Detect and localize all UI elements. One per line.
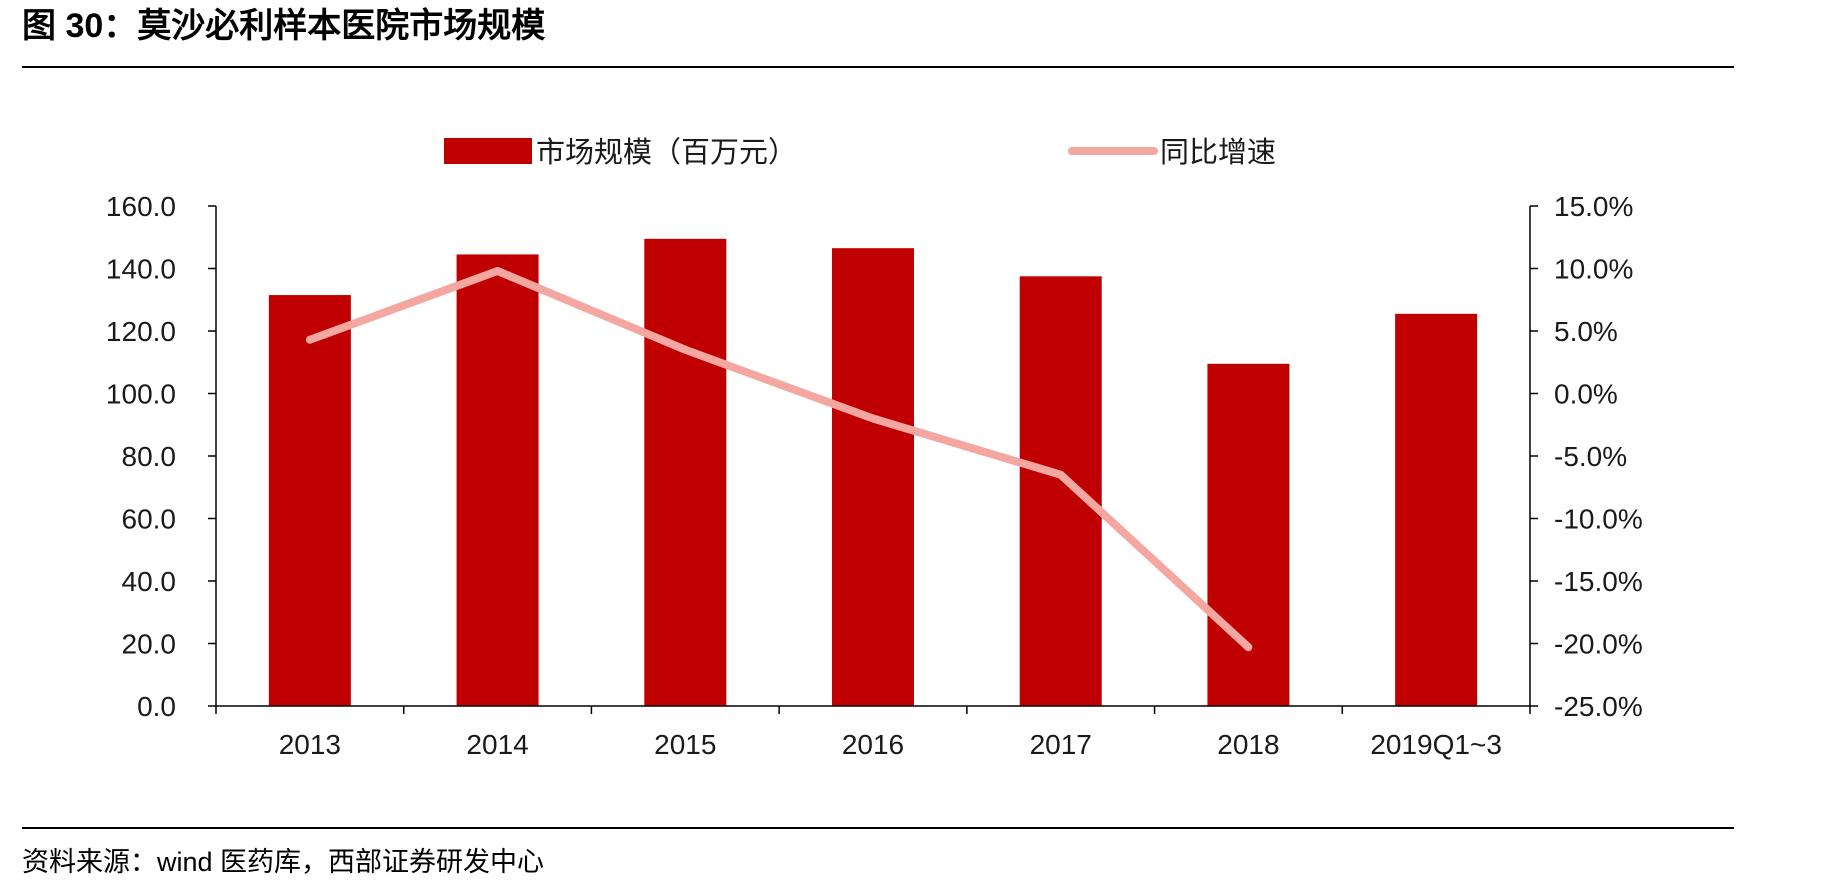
right-tick-label: -5.0% xyxy=(1554,441,1627,472)
footer-divider xyxy=(22,827,1734,829)
right-tick-label: -20.0% xyxy=(1554,629,1643,660)
yoy-growth-line xyxy=(305,267,1253,652)
x-tick-label: 2014 xyxy=(466,729,528,760)
bar-2017 xyxy=(1019,276,1102,706)
legend-label-line: 同比增速 xyxy=(1160,136,1276,169)
right-tick-label: 5.0% xyxy=(1554,316,1618,347)
line-point-2018 xyxy=(1247,646,1249,648)
right-tick-label: -10.0% xyxy=(1554,504,1643,535)
left-axis-tick-labels: 0.0 20.0 40.0 60.0 80.0 100.0 120.0 140.0 160.0 xyxy=(106,191,176,722)
bar-2019Q1~3 xyxy=(1395,313,1478,706)
bar-2018 xyxy=(1207,363,1290,706)
line-point-2016 xyxy=(872,418,874,419)
x-tick-label: 2016 xyxy=(842,729,904,760)
line-point-2015 xyxy=(684,349,686,351)
right-tick-label: 15.0% xyxy=(1554,191,1633,222)
right-tick-label: -15.0% xyxy=(1554,566,1643,597)
left-tick-label: 140.0 xyxy=(106,254,176,285)
left-tick-label: 60.0 xyxy=(122,504,177,535)
left-tick-label: 120.0 xyxy=(106,316,176,347)
right-tick-label: 10.0% xyxy=(1554,254,1633,285)
x-tick-label: 2019Q1~3 xyxy=(1370,729,1502,760)
right-axis-tick-labels: -25.0% -20.0% -15.0% -10.0% -5.0% 0.0% 5.0% 10.… xyxy=(1554,191,1643,722)
left-tick-label: 80.0 xyxy=(122,441,177,472)
x-axis-tick-labels: 2013 2014 2015 2016 2017 2018 2019Q1~3 xyxy=(279,729,1502,760)
bar-2014 xyxy=(456,254,539,706)
left-tick-label: 0.0 xyxy=(137,691,176,722)
left-tick-label: 160.0 xyxy=(106,191,176,222)
line-point-2013 xyxy=(309,339,311,341)
right-tick-label: -25.0% xyxy=(1554,691,1643,722)
bar-series-market-size xyxy=(268,238,1478,706)
legend-swatch-bar xyxy=(444,138,532,164)
left-tick-label: 100.0 xyxy=(106,379,176,410)
x-tick-label: 2013 xyxy=(279,729,341,760)
x-tick-label: 2017 xyxy=(1030,729,1092,760)
x-tick-label: 2015 xyxy=(654,729,716,760)
bar-2016 xyxy=(832,248,914,706)
bar-2013 xyxy=(268,295,351,706)
line-point-2017 xyxy=(1060,474,1062,476)
source-note: 资料来源：wind 医药库，西部证券研发中心 xyxy=(22,847,545,877)
chart-axes xyxy=(208,205,1538,714)
title-divider xyxy=(22,66,1734,68)
left-tick-label: 40.0 xyxy=(122,566,177,597)
bar-2015 xyxy=(644,238,727,706)
x-tick-label: 2018 xyxy=(1217,729,1279,760)
chart-legend: 市场规模（百万元） 同比增速 xyxy=(444,136,1276,169)
line-series-yoy-growth xyxy=(305,267,1253,652)
combo-chart: 市场规模（百万元） 同比增速 0.0 20.0 40.0 60.0 80.0 100.0 12… xyxy=(106,136,1643,760)
figure-title: 图 30：莫沙必利样本医院市场规模 xyxy=(22,7,546,45)
legend-label-bar: 市场规模（百万元） xyxy=(536,136,797,169)
left-tick-label: 20.0 xyxy=(122,629,177,660)
line-point-2014 xyxy=(497,270,499,272)
right-tick-label: 0.0% xyxy=(1554,379,1618,410)
